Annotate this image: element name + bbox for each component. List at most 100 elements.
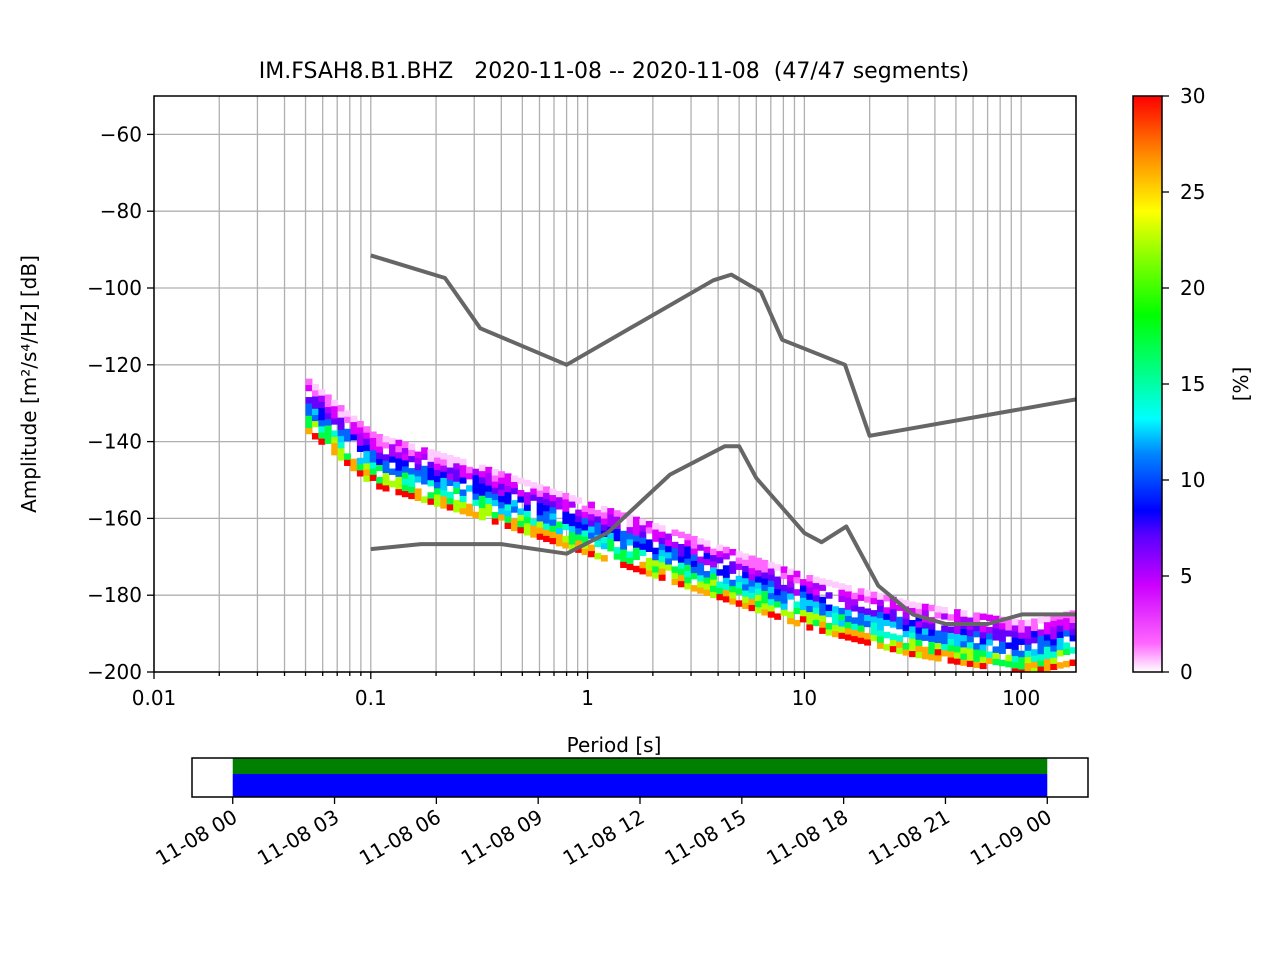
- density-cell: [864, 589, 872, 597]
- density-cell: [684, 546, 692, 553]
- density-cell: [1031, 649, 1038, 656]
- density-cell: [761, 572, 769, 579]
- density-cell: [973, 612, 981, 619]
- density-cell: [408, 480, 416, 487]
- density-cell: [459, 489, 467, 496]
- density-cell: [864, 596, 872, 603]
- density-cell: [350, 427, 358, 435]
- density-cell: [491, 512, 499, 519]
- time-tick-label: 11-08 09: [457, 805, 547, 871]
- density-cell: [453, 481, 461, 488]
- density-cell: [812, 607, 820, 614]
- density-cell: [1063, 648, 1071, 656]
- density-cell: [690, 542, 698, 549]
- density-cell: [761, 584, 769, 591]
- density-cell: [530, 518, 538, 526]
- density-cell: [1050, 626, 1058, 634]
- density-cell: [710, 560, 717, 568]
- density-cell: [876, 617, 884, 625]
- density-cell: [1024, 656, 1032, 664]
- density-cell: [735, 557, 743, 564]
- density-cell: [331, 430, 339, 437]
- density-cell: [523, 510, 531, 518]
- density-cell: [382, 466, 390, 474]
- density-cell: [883, 619, 891, 627]
- density-cell: [446, 467, 454, 474]
- density-cell: [504, 522, 512, 529]
- density-cell: [645, 539, 653, 546]
- density-cell: [832, 581, 839, 589]
- density-cell: [517, 477, 525, 485]
- density-cell: [363, 444, 371, 452]
- colorbar-tick-label: 30: [1180, 84, 1205, 108]
- density-cell: [1024, 668, 1032, 672]
- density-cell: [992, 615, 1000, 623]
- density-cell: [344, 434, 351, 442]
- colorbar-tick-label: 25: [1180, 180, 1205, 204]
- density-cell: [1031, 636, 1038, 644]
- density-cell: [562, 523, 570, 531]
- density-cell: [311, 390, 319, 397]
- density-cell: [421, 471, 429, 479]
- density-cell: [729, 549, 737, 556]
- density-cell: [1043, 652, 1051, 660]
- density-cell: [832, 618, 839, 625]
- density-cell: [722, 552, 730, 560]
- coverage-segment-blue: [232, 774, 1048, 797]
- density-cell: [382, 460, 390, 467]
- density-cell: [485, 503, 493, 511]
- density-cell: [1024, 632, 1032, 639]
- density-cell: [632, 522, 640, 530]
- density-cell: [568, 501, 576, 508]
- density-cell: [870, 616, 878, 623]
- density-cell: [799, 603, 807, 611]
- density-cell: [729, 585, 737, 593]
- density-cell: [767, 568, 775, 575]
- density-cell: [703, 583, 711, 590]
- density-cell: [588, 501, 595, 509]
- density-cell: [459, 477, 467, 484]
- low-noise-model-line: [370, 444, 1076, 626]
- density-cell: [453, 499, 461, 507]
- density-cell: [1037, 629, 1045, 636]
- density-cell: [742, 602, 750, 609]
- density-cell: [626, 563, 634, 571]
- density-cell: [600, 518, 608, 525]
- density-cell: [928, 623, 936, 630]
- density-cell: [1024, 619, 1032, 627]
- density-cell: [677, 543, 685, 551]
- density-cell: [722, 583, 730, 591]
- density-cell: [998, 647, 1006, 654]
- density-cell: [504, 491, 512, 499]
- density-cell: [369, 462, 377, 469]
- density-cell: [517, 490, 525, 497]
- density-cell: [536, 490, 544, 497]
- density-cell: [440, 502, 448, 509]
- density-cell: [915, 608, 923, 616]
- plot-frame: [153, 95, 1077, 673]
- density-cell: [395, 439, 403, 447]
- high-noise-model-line: [370, 253, 1076, 438]
- density-cell: [382, 435, 390, 443]
- density-cell: [857, 588, 865, 595]
- density-cell: [543, 529, 551, 536]
- density-cell: [819, 615, 827, 622]
- density-cell: [639, 567, 647, 575]
- density-cell: [1043, 640, 1051, 647]
- density-cell: [562, 492, 570, 500]
- density-cell: [677, 562, 685, 569]
- density-cell: [703, 589, 711, 596]
- density-cell: [1011, 631, 1019, 638]
- density-cell: [838, 620, 846, 627]
- density-cell: [947, 644, 955, 652]
- density-cell: [851, 598, 859, 606]
- density-cell: [472, 511, 480, 519]
- density-cell: [787, 611, 794, 619]
- density-cell: [716, 550, 724, 558]
- density-cell: [998, 629, 1006, 636]
- density-cell: [658, 555, 666, 563]
- density-cell: [954, 633, 961, 641]
- density-cell: [652, 572, 660, 579]
- density-cell: [966, 654, 974, 661]
